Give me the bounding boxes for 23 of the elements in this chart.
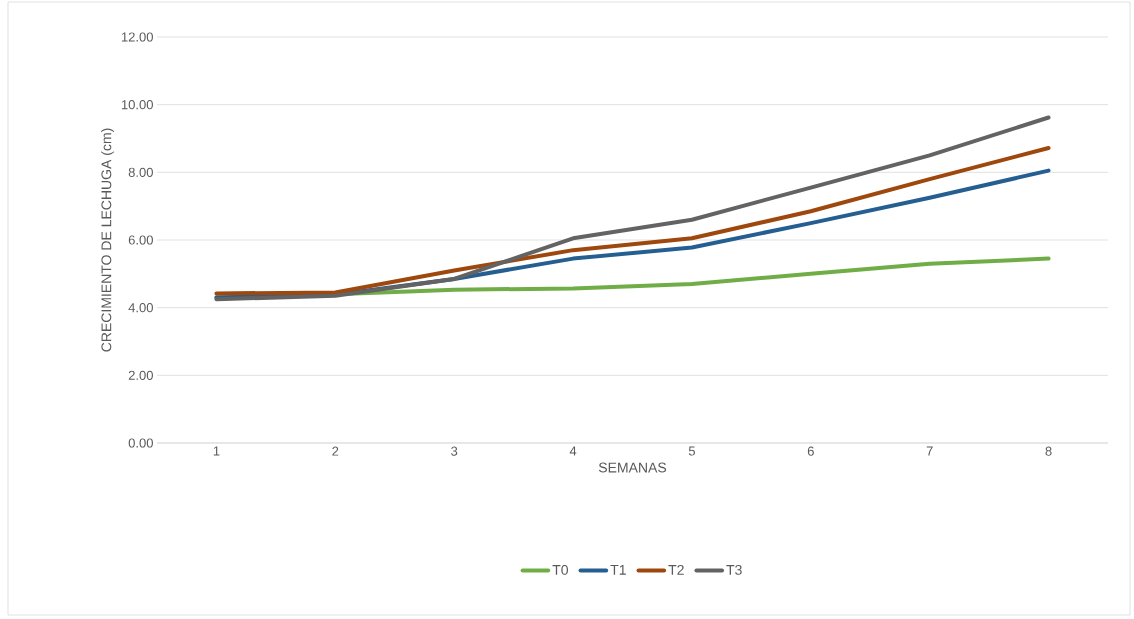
- y-axis-title: CRECIMIENTO DE LECHUGA (cm): [101, 128, 115, 352]
- legend-label: T0: [552, 564, 569, 575]
- x-tick-label: 3: [451, 446, 458, 456]
- x-tick-label: 5: [688, 446, 695, 456]
- y-tick-label: 8.00: [128, 167, 153, 177]
- y-tick-label: 10.00: [121, 100, 153, 110]
- y-tick-label: 4.00: [128, 303, 153, 313]
- legend-label: T3: [726, 564, 742, 575]
- x-tick-label: 7: [926, 446, 933, 456]
- y-tick-label: 12.00: [121, 32, 153, 42]
- line-series: [214, 115, 1051, 302]
- x-axis-title: SEMANAS: [598, 462, 667, 473]
- line-series: [214, 145, 1051, 296]
- y-tick-label: 2.00: [128, 370, 153, 380]
- x-tick-label: 8: [1045, 446, 1052, 456]
- x-tick-label: 1: [213, 446, 220, 456]
- legend-label: T2: [668, 564, 684, 575]
- legend-label: T1: [610, 565, 626, 575]
- x-tick-label: 6: [807, 446, 814, 456]
- y-tick-label: 6.00: [128, 235, 153, 245]
- y-tick-label: 0.00: [128, 438, 153, 448]
- x-tick-label: 4: [569, 446, 577, 456]
- x-tick-label: 2: [332, 446, 339, 456]
